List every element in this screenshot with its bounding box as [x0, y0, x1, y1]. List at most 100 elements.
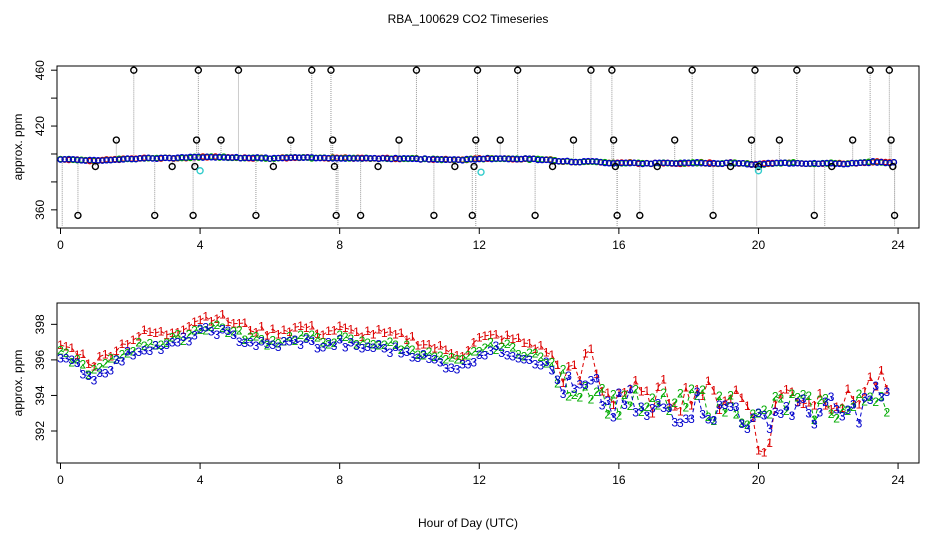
spike-point	[287, 136, 295, 144]
series-1-segment	[813, 393, 821, 406]
series-3-segment	[423, 354, 430, 360]
series-2-segment	[657, 392, 664, 406]
baseline-point	[99, 157, 106, 164]
series-1-segment	[696, 389, 704, 397]
series-1-segment	[579, 353, 586, 381]
baseline-point	[643, 159, 651, 167]
series-2-segment	[82, 364, 89, 376]
spike-point	[468, 211, 476, 220]
baseline-point	[174, 154, 181, 161]
baseline-point	[794, 159, 801, 167]
x-tick-label: 0	[57, 238, 64, 252]
series-1-segment	[188, 321, 195, 328]
series-3-segment	[389, 346, 396, 354]
series-1-segment	[763, 442, 771, 453]
series-3-segment	[65, 357, 72, 361]
spike-point	[472, 136, 480, 144]
series-3-segment	[635, 406, 642, 413]
baseline-point	[392, 154, 399, 162]
baseline-point	[304, 154, 311, 161]
baseline-point	[505, 155, 512, 163]
series-1-segment	[222, 314, 229, 323]
series-3-segment	[372, 344, 380, 349]
series-2-segment	[635, 389, 642, 412]
series-2-segment	[384, 341, 391, 346]
series-3-segment	[596, 378, 603, 406]
baseline-point	[86, 156, 94, 164]
series-2-segment	[311, 334, 318, 338]
series-1-segment	[121, 343, 128, 346]
spike-point	[330, 162, 339, 171]
baseline-point	[203, 153, 211, 161]
series-2-label: 2	[884, 405, 891, 419]
series-3-segment	[858, 397, 866, 424]
spike-point	[374, 162, 382, 171]
series-3-segment	[847, 404, 854, 411]
spike-point	[653, 162, 661, 171]
baseline-point	[589, 158, 596, 165]
series-2-segment	[596, 388, 603, 393]
series-3-segment	[696, 391, 704, 415]
series-3-segment	[183, 336, 190, 342]
series-2-segment	[132, 342, 140, 352]
series-3-segment	[160, 344, 167, 351]
baseline-point	[187, 153, 194, 161]
x-tick-label: 16	[612, 238, 626, 252]
series-3-segment	[166, 342, 173, 346]
spike-point	[751, 66, 759, 74]
series-1-segment	[506, 334, 514, 340]
baseline-point	[488, 155, 496, 163]
baseline-point	[685, 159, 692, 167]
series-3-segment	[775, 411, 781, 415]
series-3-segment	[523, 358, 530, 361]
series-1-segment	[317, 333, 324, 336]
series-2-segment	[467, 350, 474, 356]
baseline-point	[136, 154, 144, 162]
spike-point	[269, 162, 278, 171]
spike-point	[613, 211, 621, 220]
y-tick-label: 360	[33, 200, 47, 220]
series-3-segment	[735, 406, 743, 425]
series-3-segment	[841, 409, 849, 417]
baseline-point	[844, 160, 852, 168]
series-1-segment	[590, 349, 598, 375]
series-2-segment	[211, 324, 218, 328]
baseline-point	[396, 155, 403, 163]
series-1-segment	[227, 321, 234, 325]
baseline-point	[166, 154, 173, 162]
baseline-point	[237, 154, 244, 162]
series-3-segment	[674, 421, 681, 424]
spike-point	[889, 162, 897, 171]
overview-x-ticks: 0 4 8 12 16 20 24	[57, 228, 905, 252]
baseline-point	[321, 154, 328, 162]
baseline-point	[706, 160, 713, 167]
series-3-segment	[545, 361, 553, 371]
series-1-segment	[166, 332, 173, 336]
series-2-segment	[651, 397, 659, 406]
baseline-point	[764, 159, 772, 167]
series-1-segment	[534, 345, 541, 350]
series-1-segment	[277, 329, 285, 335]
series-2-segment	[272, 340, 279, 345]
baseline-point	[882, 159, 889, 167]
baseline-point	[329, 155, 336, 162]
baseline-point	[827, 160, 835, 167]
series-2-segment	[115, 354, 123, 361]
series-2-segment	[411, 349, 419, 356]
spike-point	[569, 136, 578, 144]
spike-point	[189, 211, 197, 220]
series-1-segment	[155, 330, 162, 334]
y-tick-label: 392	[33, 421, 47, 441]
spike-point	[587, 66, 595, 74]
spike-point	[112, 136, 121, 144]
series-1-segment	[473, 337, 480, 344]
series-3-segment	[400, 351, 407, 354]
baseline-point	[300, 154, 307, 161]
series-1-segment	[568, 364, 575, 367]
series-1-segment	[651, 387, 659, 414]
baseline-point	[857, 159, 864, 167]
baseline-point	[769, 160, 776, 167]
baseline-point	[618, 159, 625, 167]
